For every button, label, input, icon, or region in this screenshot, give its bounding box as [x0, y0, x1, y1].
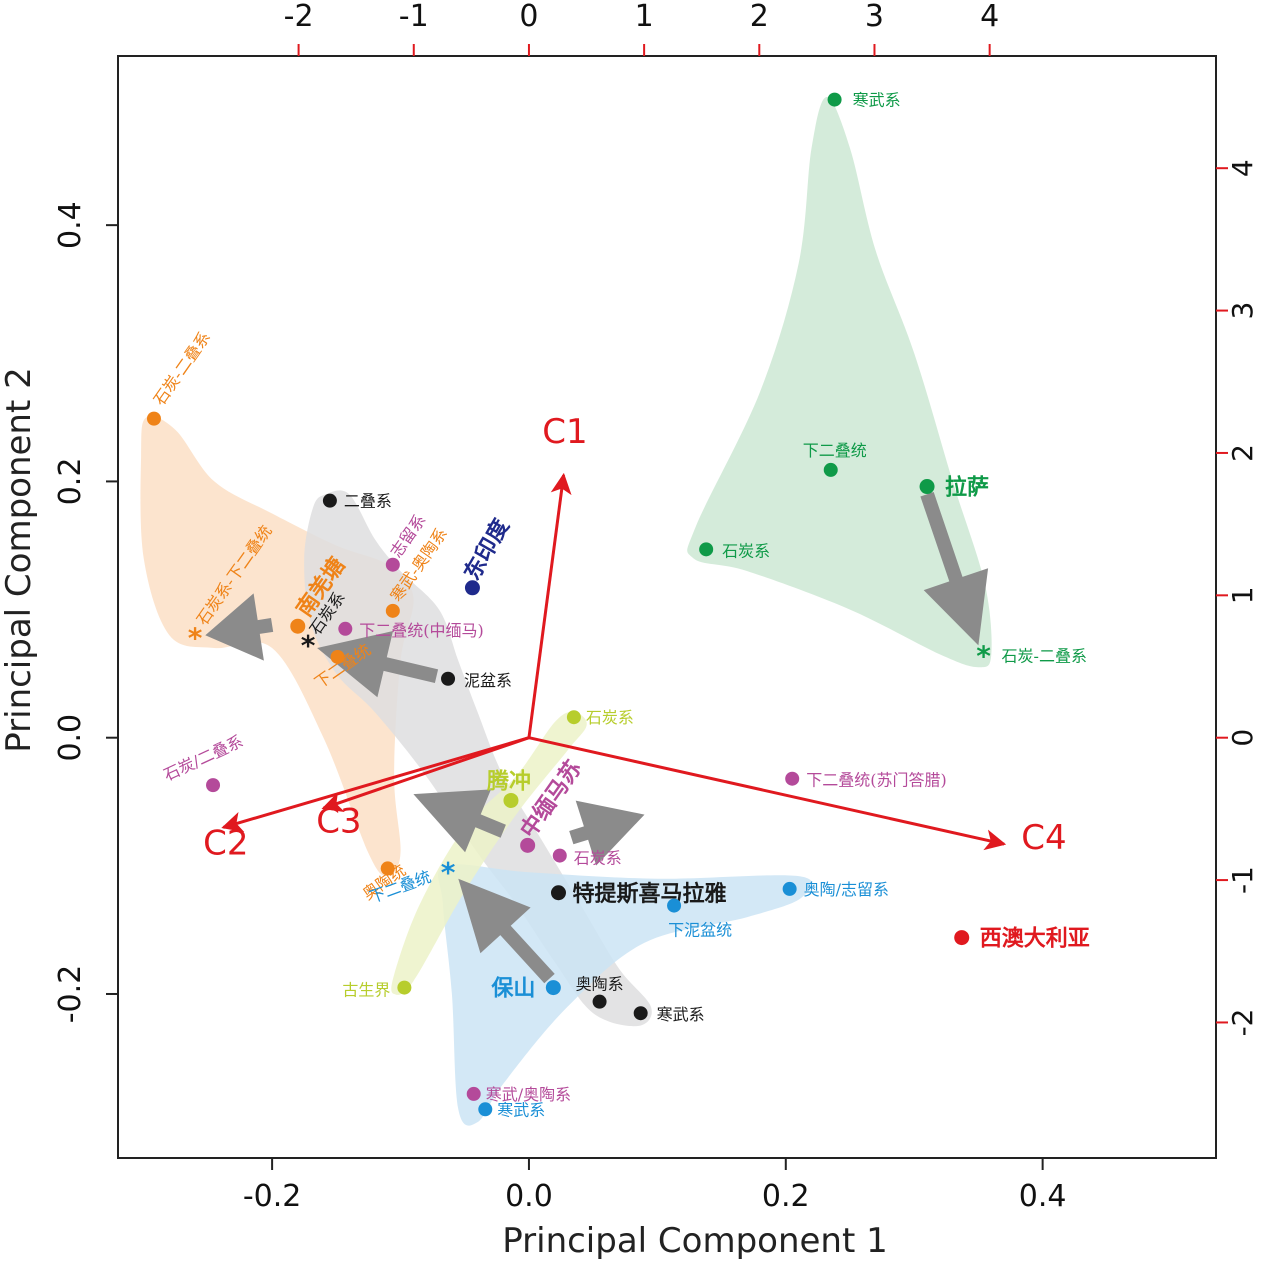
loading-vector-c1 — [529, 475, 564, 738]
point-label: 石炭系 — [586, 708, 634, 727]
point-4-1: 下二叠统(中缅马) — [338, 621, 484, 640]
point-marker — [503, 793, 518, 808]
x-axis-bottom: -0.2 0.0 0.2 0.4 — [243, 1158, 1067, 1214]
point-marker — [828, 93, 842, 107]
point-marker — [567, 710, 581, 724]
right-tick-label: 0 — [1226, 729, 1259, 747]
point-4-2: 石炭/二叠系 — [161, 731, 246, 792]
point-2-3: 特提斯喜马拉雅 — [551, 881, 727, 907]
point-marker — [397, 981, 411, 995]
right-tick-label: -1 — [1226, 866, 1259, 894]
point-0-0: 寒武系 — [828, 91, 901, 110]
point-label: 奥陶/志留系 — [804, 880, 889, 899]
loading-label-c4: C4 — [1021, 818, 1066, 858]
point-label: 腾冲 — [487, 768, 531, 794]
x-tick-label: 0.0 — [505, 1179, 553, 1214]
x-tick-label: -0.2 — [243, 1179, 302, 1214]
point-label: 特提斯喜马拉雅 — [572, 881, 726, 907]
point-label: 石炭/二叠系 — [161, 731, 246, 784]
point-marker — [441, 672, 455, 686]
point-label: 下二叠统(中缅马) — [359, 621, 484, 640]
point-0-4: * 石炭-二叠系 — [976, 639, 1087, 672]
point-label: 西澳大利亚 — [980, 926, 1090, 952]
y-axis-right: 4 3 2 1 0 -1 -2 — [1216, 159, 1259, 1036]
point-marker — [553, 849, 567, 863]
point-marker-star: * — [441, 856, 456, 889]
point-label: 寒武系 — [657, 1005, 705, 1024]
right-tick-label: -2 — [1226, 1008, 1259, 1036]
right-tick-label: 3 — [1226, 302, 1259, 320]
loading-label-c3: C3 — [316, 802, 361, 842]
point-marker-star: * — [188, 621, 203, 654]
point-marker — [824, 463, 838, 477]
y-axis-label: Principal Component 2 — [0, 367, 39, 753]
y-tick-label: -0.2 — [53, 965, 88, 1024]
point-marker — [954, 930, 969, 945]
y-tick-label: 0.2 — [53, 458, 88, 506]
point-6-0: 东印度 — [459, 514, 515, 596]
x-axis-label: Principal Component 1 — [502, 1221, 888, 1261]
point-marker — [634, 1006, 648, 1020]
point-marker — [478, 1102, 492, 1116]
point-label: 寒武系 — [853, 91, 901, 110]
point-label: 泥盆系 — [464, 671, 512, 690]
point-marker — [323, 494, 337, 508]
point-marker — [699, 542, 713, 556]
point-label: 下二叠统 — [803, 441, 867, 460]
x-tick-label: 0.4 — [1019, 1179, 1067, 1214]
group-hulls — [140, 97, 991, 1126]
point-4-5: 石炭系 — [553, 849, 622, 868]
top-tick-label: 1 — [635, 0, 654, 34]
loading-label-c2: C2 — [203, 823, 248, 863]
right-tick-label: 1 — [1226, 586, 1259, 604]
group-hull-0 — [687, 97, 991, 667]
point-marker — [593, 995, 607, 1009]
pca-biplot: C1C2C3 C4 寒武系下二叠统石炭系拉萨* 石炭-二叠系石炭-二叠系*石炭系-下… — [0, 0, 1268, 1262]
point-label: 保山 — [490, 976, 535, 1002]
point-4-3: 下二叠统(苏门答腊) — [785, 771, 947, 790]
point-label: 东印度 — [459, 514, 515, 585]
point-marker — [783, 882, 797, 896]
point-marker — [785, 772, 799, 786]
point-marker-star: * — [976, 639, 991, 672]
top-tick-label: -1 — [399, 0, 429, 34]
point-label: 奥陶系 — [576, 975, 624, 994]
point-marker — [546, 980, 561, 995]
y-tick-label: 0.4 — [53, 201, 88, 249]
top-tick-label: 2 — [750, 0, 769, 34]
point-marker — [667, 899, 681, 913]
top-tick-label: 3 — [865, 0, 884, 34]
point-label: 石炭-二叠系 — [1002, 646, 1087, 665]
point-marker — [147, 412, 161, 426]
point-label: 下二叠统(苏门答腊) — [806, 771, 947, 790]
point-marker — [386, 604, 400, 618]
point-marker — [338, 622, 352, 636]
point-7-0: 西澳大利亚 — [954, 926, 1090, 952]
y-tick-label: 0.0 — [53, 714, 88, 762]
point-marker — [551, 885, 566, 900]
top-tick-label: -2 — [284, 0, 314, 34]
right-tick-label: 4 — [1226, 159, 1259, 177]
point-label: 古生界 — [342, 981, 390, 1000]
point-label: 石炭-二叠系 — [150, 328, 215, 409]
x-tick-label: 0.2 — [762, 1179, 810, 1214]
y-axis-left: -0.2 0.0 0.2 0.4 — [53, 201, 118, 1023]
point-label: 石炭系 — [574, 849, 622, 868]
point-marker — [386, 558, 400, 572]
x-axis-top: -2 -1 0 1 2 3 4 — [284, 0, 1000, 56]
point-label: 石炭系 — [722, 541, 770, 560]
top-tick-label: 0 — [519, 0, 538, 34]
point-label: 寒武/奥陶系 — [486, 1085, 571, 1104]
point-marker — [467, 1087, 481, 1101]
point-5-2: 古生界 — [342, 981, 411, 1000]
top-tick-label: 4 — [980, 0, 999, 34]
point-label: 下泥盆统 — [668, 921, 732, 940]
loading-label-c1: C1 — [542, 412, 587, 452]
point-label: 二叠系 — [344, 492, 392, 511]
point-label: 拉萨 — [945, 475, 989, 501]
point-1-0: 石炭-二叠系 — [147, 328, 214, 426]
point-marker — [206, 778, 220, 792]
point-marker — [920, 479, 935, 494]
right-tick-label: 2 — [1226, 444, 1259, 462]
